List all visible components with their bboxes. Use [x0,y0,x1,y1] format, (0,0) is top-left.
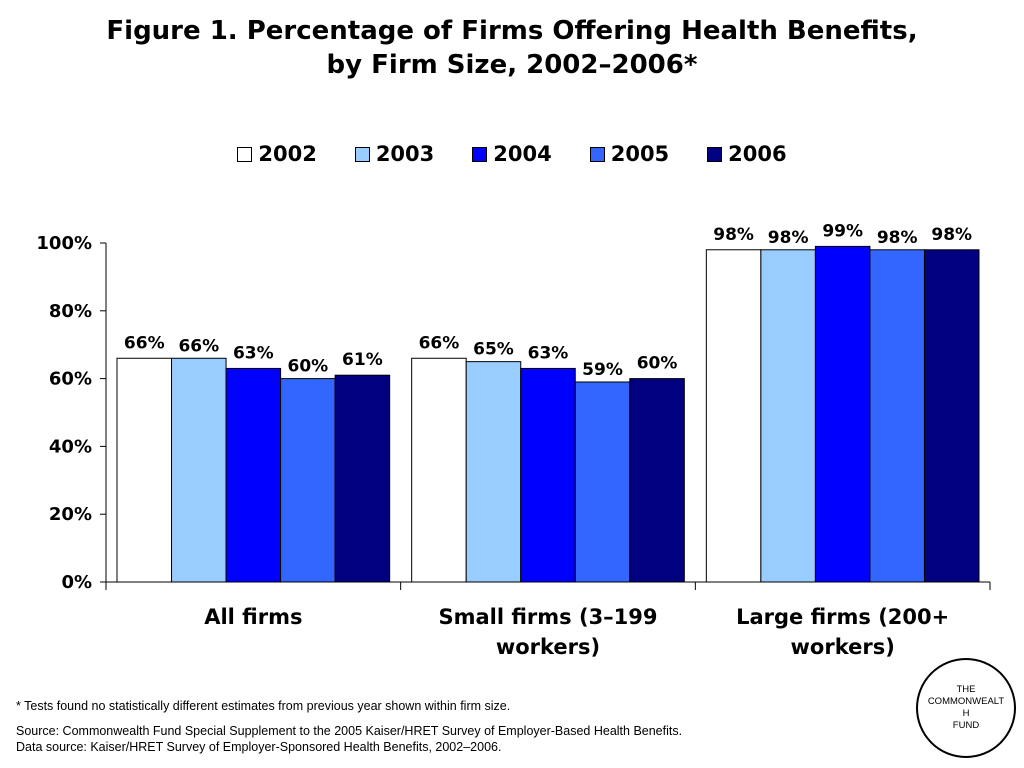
legend-item-2002: 2002 [237,142,317,166]
bar-2-2005 [869,249,925,583]
data-label-1-2005: 59% [582,360,623,380]
data-label-0-2004: 63% [233,343,274,363]
legend-swatch-2006 [707,146,723,162]
y-tick-label-60: 60% [49,369,92,390]
logo-line-1: THE [956,684,976,695]
bar-chart: 0% 20% 40% 60% 80% 100% 66% 66% 63% 60% 61% All fir… [36,221,991,659]
legend-label-2006: 2006 [728,142,787,166]
data-label-2-2003: 98% [768,228,809,248]
legend-item-2004: 2004 [472,142,552,166]
y-tick-label-80: 80% [49,301,92,322]
legend-item-2005: 2005 [589,142,670,166]
bar-1-2006 [629,378,685,583]
bar-1-2003 [465,361,522,583]
data-label-2-2002: 98% [713,225,754,245]
category-label-0-0: All firms [204,605,302,629]
chart-title-line-2: by Firm Size, 2002–2006* [326,50,698,80]
legend-label-2003: 2003 [375,142,435,166]
chart-title-line-1: Figure 1. Percentage of Firms Offering H… [106,16,918,46]
data-label-2-2005: 98% [877,228,918,248]
logo-line-3: H [962,708,970,719]
bar-1-2004 [520,367,576,583]
data-label-0-2002: 66% [124,333,165,353]
source-line-1: Source: Commonwealth Fund Special Supple… [16,724,683,738]
bar-2-2003 [760,249,816,583]
chart-legend: 2002 2003 2004 2005 2006 [0,142,1024,166]
bar-2-2006 [923,249,980,583]
legend-swatch-2005 [589,146,605,162]
bar-1-2002 [411,357,467,583]
chart-title: Figure 1. Percentage of Firms Offering H… [0,14,1024,82]
data-label-0-2003: 66% [178,336,219,356]
y-tick-label-40: 40% [49,436,92,457]
bar-2-2004 [814,245,871,583]
bar-1-2005 [574,381,631,583]
legend-swatch-2003 [354,146,370,162]
logo-line-2: COMMONWEALT [927,696,1005,707]
legend-label-2004: 2004 [493,142,552,166]
bar-0-2002 [116,357,173,583]
data-label-0-2006: 61% [342,350,383,370]
footnote-block: * Tests found no statistically different… [16,698,896,755]
logo-line-4: FUND [952,720,980,731]
legend-swatch-2002 [237,146,253,162]
legend-swatch-2004 [472,146,488,162]
legend-label-2002: 2002 [258,142,317,166]
commonwealth-fund-logo: THE COMMONWEALT H FUND [916,658,1016,758]
bar-0-2003 [171,357,227,583]
bar-2-2002 [705,249,762,583]
data-label-2-2004: 99% [822,221,863,241]
y-tick-label-20: 20% [49,504,92,525]
y-tick-label-100: 100% [36,233,92,254]
legend-item-2003: 2003 [354,142,435,166]
bar-0-2004 [225,367,282,583]
data-label-1-2006: 60% [637,354,678,374]
legend-label-2005: 2005 [610,142,670,166]
category-label-1-1: workers) [496,635,600,659]
data-label-1-2004: 63% [528,343,569,363]
legend-item-2006: 2006 [707,142,787,166]
y-tick-label-0: 0% [61,572,92,593]
data-label-0-2005: 60% [288,357,329,377]
footnote-text: * Tests found no statistically different… [16,699,511,713]
bar-0-2005 [280,378,336,583]
source-line-2: Data source: Kaiser/HRET Survey of Emplo… [16,740,502,754]
bar-0-2006 [334,374,391,583]
category-label-2-1: workers) [791,635,895,659]
category-label-2-0: Large firms (200+ [736,605,949,629]
category-label-1-0: Small firms (3–199 [438,605,657,629]
data-label-1-2003: 65% [473,340,514,360]
data-label-2-2006: 98% [931,225,972,245]
data-label-1-2002: 66% [419,333,460,353]
